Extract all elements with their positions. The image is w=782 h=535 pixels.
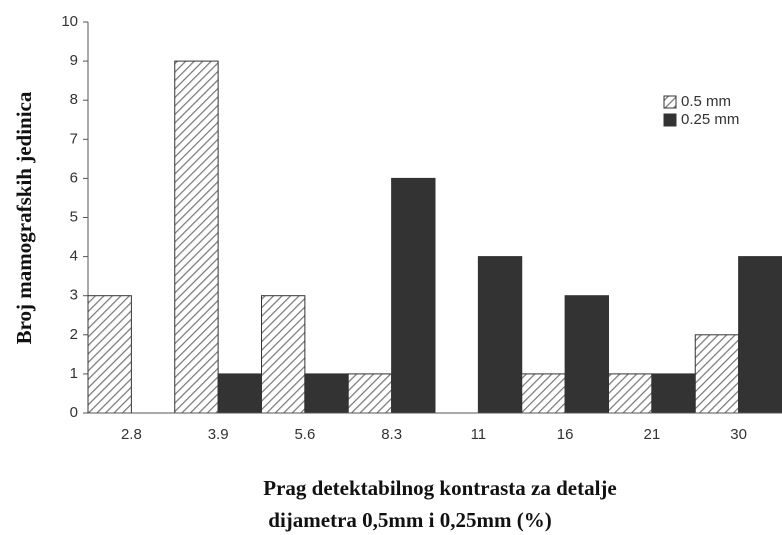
bar — [391, 177, 436, 414]
y-tick-label: 10 — [61, 13, 78, 30]
legend-swatch — [663, 95, 677, 109]
x-axis-label: dijametra 0,5mm i 0,25mm (%) — [268, 508, 551, 532]
x-tick-label: 5.6 — [294, 426, 315, 443]
y-tick-label: 3 — [70, 287, 78, 304]
y-tick-label: 4 — [70, 248, 78, 265]
y-tick-label: 2 — [70, 326, 78, 343]
bar — [87, 295, 132, 414]
x-tick-label: 3.9 — [208, 426, 229, 443]
y-tick-label: 8 — [70, 91, 78, 108]
x-tick-label: 2.8 — [121, 426, 142, 443]
bar — [608, 373, 653, 414]
y-axis-label: Broj mamografskih jedinica — [12, 91, 36, 344]
x-tick-label: 30 — [730, 426, 747, 443]
bar — [304, 373, 349, 414]
x-tick-label: 11 — [471, 426, 487, 443]
bar — [694, 334, 740, 414]
x-tick-label: 16 — [557, 426, 574, 443]
bar — [261, 295, 306, 414]
bar — [217, 373, 262, 414]
bar — [738, 256, 782, 414]
y-tick-label: 0 — [70, 404, 78, 421]
y-tick-label: 7 — [70, 130, 78, 147]
x-tick-label: 8.3 — [381, 426, 402, 443]
legend-label: 0.5 mm — [681, 93, 731, 110]
bar — [477, 256, 523, 414]
legend-label: 0.25 mm — [681, 111, 739, 128]
x-tick-label: 21 — [644, 426, 661, 443]
y-tick-label: 9 — [70, 52, 78, 69]
legend-swatch — [663, 113, 677, 127]
y-tick-label: 1 — [70, 365, 78, 382]
bar — [521, 373, 566, 414]
y-tick-label: 6 — [70, 169, 78, 186]
bar — [347, 373, 393, 414]
bar — [174, 60, 219, 414]
x-axis-label: Prag detektabilnog kontrasta za detalje — [263, 476, 616, 500]
bar — [651, 373, 696, 414]
bar — [564, 295, 609, 414]
y-tick-label: 5 — [70, 208, 78, 225]
